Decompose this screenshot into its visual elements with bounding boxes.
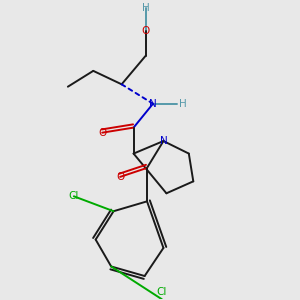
- Text: Cl: Cl: [69, 191, 79, 201]
- Text: O: O: [98, 128, 106, 138]
- Text: O: O: [141, 26, 150, 36]
- Text: N: N: [149, 99, 157, 109]
- Text: N: N: [160, 136, 167, 146]
- Text: H: H: [142, 3, 149, 13]
- Text: H: H: [179, 99, 187, 109]
- Text: O: O: [116, 172, 124, 182]
- Text: Cl: Cl: [157, 287, 167, 297]
